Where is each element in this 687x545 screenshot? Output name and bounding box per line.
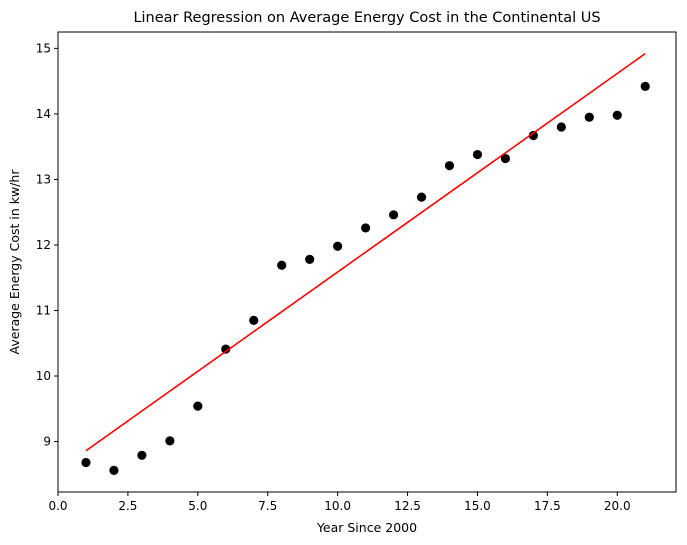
data-point-21: [640, 81, 650, 91]
data-point-6: [221, 344, 231, 354]
data-point-7: [249, 315, 259, 325]
data-point-19: [584, 112, 594, 122]
chart-title: Linear Regression on Average Energy Cost…: [133, 10, 600, 26]
x-tick-label-4: 10.0: [324, 499, 351, 513]
data-point-14: [444, 161, 455, 171]
data-point-4: [165, 436, 175, 446]
x-tick-label-8: 20.0: [604, 499, 631, 513]
data-point-12: [388, 210, 399, 220]
data-point-20: [612, 110, 622, 120]
y-tick-label-4: 13: [36, 172, 51, 186]
data-point-13: [416, 192, 427, 202]
y-tick-label-1: 10: [36, 369, 51, 383]
y-tick-label-2: 11: [36, 303, 51, 317]
regression-line: [85, 52, 646, 452]
data-point-2: [109, 465, 119, 475]
y-tick-label-3: 12: [36, 238, 51, 252]
x-tick-label-3: 7.5: [258, 499, 277, 513]
axes-frame: [57, 31, 677, 493]
data-point-15: [472, 149, 483, 160]
x-tick-label-2: 5.0: [188, 499, 207, 513]
x-axis-label: Year Since 2000: [316, 520, 417, 535]
data-point-5: [193, 401, 203, 411]
data-point-3: [137, 450, 147, 460]
x-tick-label-5: 12.5: [394, 499, 421, 513]
y-tick-label-0: 9: [43, 435, 51, 449]
data-point-17: [528, 130, 538, 141]
plot-area: 0.0 2.5 5.0 7.5 10.0 12.5 15.0 17.5 20.0 9 10 11 12 1…: [36, 31, 677, 513]
data-point-11: [361, 223, 371, 233]
x-tick-label-7: 17.5: [534, 499, 561, 513]
data-point-8: [277, 260, 287, 270]
x-tick-label-6: 15.0: [464, 499, 491, 513]
y-tick-label-5: 14: [36, 107, 51, 121]
data-point-10: [333, 241, 343, 251]
x-tick-label-0: 0.0: [48, 499, 67, 513]
data-point-18: [556, 122, 566, 132]
data-point-9: [305, 254, 315, 264]
data-point-16: [500, 153, 511, 164]
data-point-1: [81, 457, 91, 468]
y-axis-label: Average Energy Cost in kw/hr: [7, 169, 22, 355]
x-tick-label-1: 2.5: [118, 499, 137, 513]
y-tick-label-6: 15: [36, 41, 51, 55]
